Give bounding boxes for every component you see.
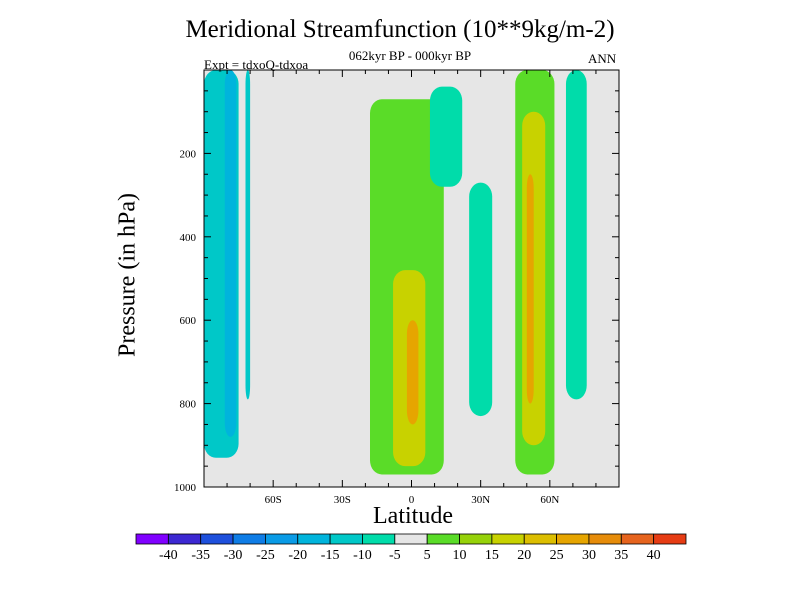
colorbar-label: 40 xyxy=(647,548,661,563)
colorbar-swatch xyxy=(588,533,622,545)
colorbar-label: -10 xyxy=(353,548,372,563)
colorbar-swatch xyxy=(297,533,331,545)
contour-fills xyxy=(204,70,587,475)
colorbar-swatch xyxy=(620,533,655,545)
chart-subtitle: 062kyr BP - 000kyr BP xyxy=(348,48,472,63)
colorbar-swatch xyxy=(265,533,299,545)
colorbar-swatch xyxy=(459,533,493,545)
colorbar-swatch xyxy=(135,533,169,545)
colorbar-label: 30 xyxy=(582,548,596,563)
colorbar-swatch xyxy=(523,533,557,545)
colorbar: -40 -35 -30 -25 -20 -15 -10 -5 5 10 15 20 25 30 35 40 xyxy=(135,533,687,563)
contour-region-sh-negative-core xyxy=(224,70,237,437)
colorbar-label: -25 xyxy=(256,548,275,563)
colorbar-swatch xyxy=(329,533,363,545)
colorbar-swatch xyxy=(491,533,525,545)
contour-region-tropical-upper-negative xyxy=(429,86,463,187)
axis-ticks: 60S 30S 0 30N 60N 200 400 600 800 1000 xyxy=(174,70,619,506)
colorbar-swatch xyxy=(232,533,266,545)
colorbar-swatch xyxy=(362,533,396,545)
colorbar-label: 10 xyxy=(453,548,467,563)
y-tick-label: 200 xyxy=(180,148,197,160)
colorbar-swatch xyxy=(426,533,460,545)
chart-title: Meridional Streamfunction (10**9kg/m-2) xyxy=(185,16,615,43)
contour-region-nh-positive-max xyxy=(526,174,534,404)
y-tick-label: 400 xyxy=(180,232,197,244)
colorbar-label: -30 xyxy=(224,548,243,563)
contour-region-nh-high-lat-negative xyxy=(565,70,587,400)
colorbar-swatch xyxy=(556,533,590,545)
colorbar-swatch xyxy=(394,533,428,545)
x-tick-label: 60S xyxy=(265,494,282,506)
colorbar-swatch xyxy=(167,533,202,545)
contour-region-tropical-positive-max xyxy=(406,320,419,425)
contour-region-sh-negative-strip xyxy=(245,70,251,400)
x-tick-label: 60N xyxy=(540,494,559,506)
experiment-label: Expt = tdxoQ-tdxoa xyxy=(204,57,309,72)
y-tick-label: 1000 xyxy=(174,482,197,494)
colorbar-swatch xyxy=(200,533,234,545)
season-label: ANN xyxy=(588,51,617,66)
colorbar-label: -35 xyxy=(191,548,210,563)
x-tick-label: 0 xyxy=(409,494,415,506)
colorbar-label: 20 xyxy=(517,548,531,563)
y-axis-label: Pressure (in hPa) xyxy=(114,193,141,357)
y-tick-label: 600 xyxy=(180,315,197,327)
colorbar-label: 5 xyxy=(424,548,431,563)
colorbar-swatch xyxy=(653,533,687,545)
colorbar-label: 35 xyxy=(614,548,628,563)
x-axis-label: Latitude xyxy=(373,503,453,529)
colorbar-label: -40 xyxy=(159,548,178,563)
colorbar-label: 25 xyxy=(550,548,564,563)
colorbar-label: 15 xyxy=(485,548,499,563)
x-tick-label: 30S xyxy=(334,494,351,506)
x-tick-label: 30N xyxy=(471,494,490,506)
colorbar-label: -5 xyxy=(389,548,401,563)
colorbar-label: -15 xyxy=(321,548,340,563)
contour-region-nh-negative-cell xyxy=(469,182,493,417)
y-tick-label: 800 xyxy=(180,399,197,411)
colorbar-label: -20 xyxy=(288,548,307,563)
